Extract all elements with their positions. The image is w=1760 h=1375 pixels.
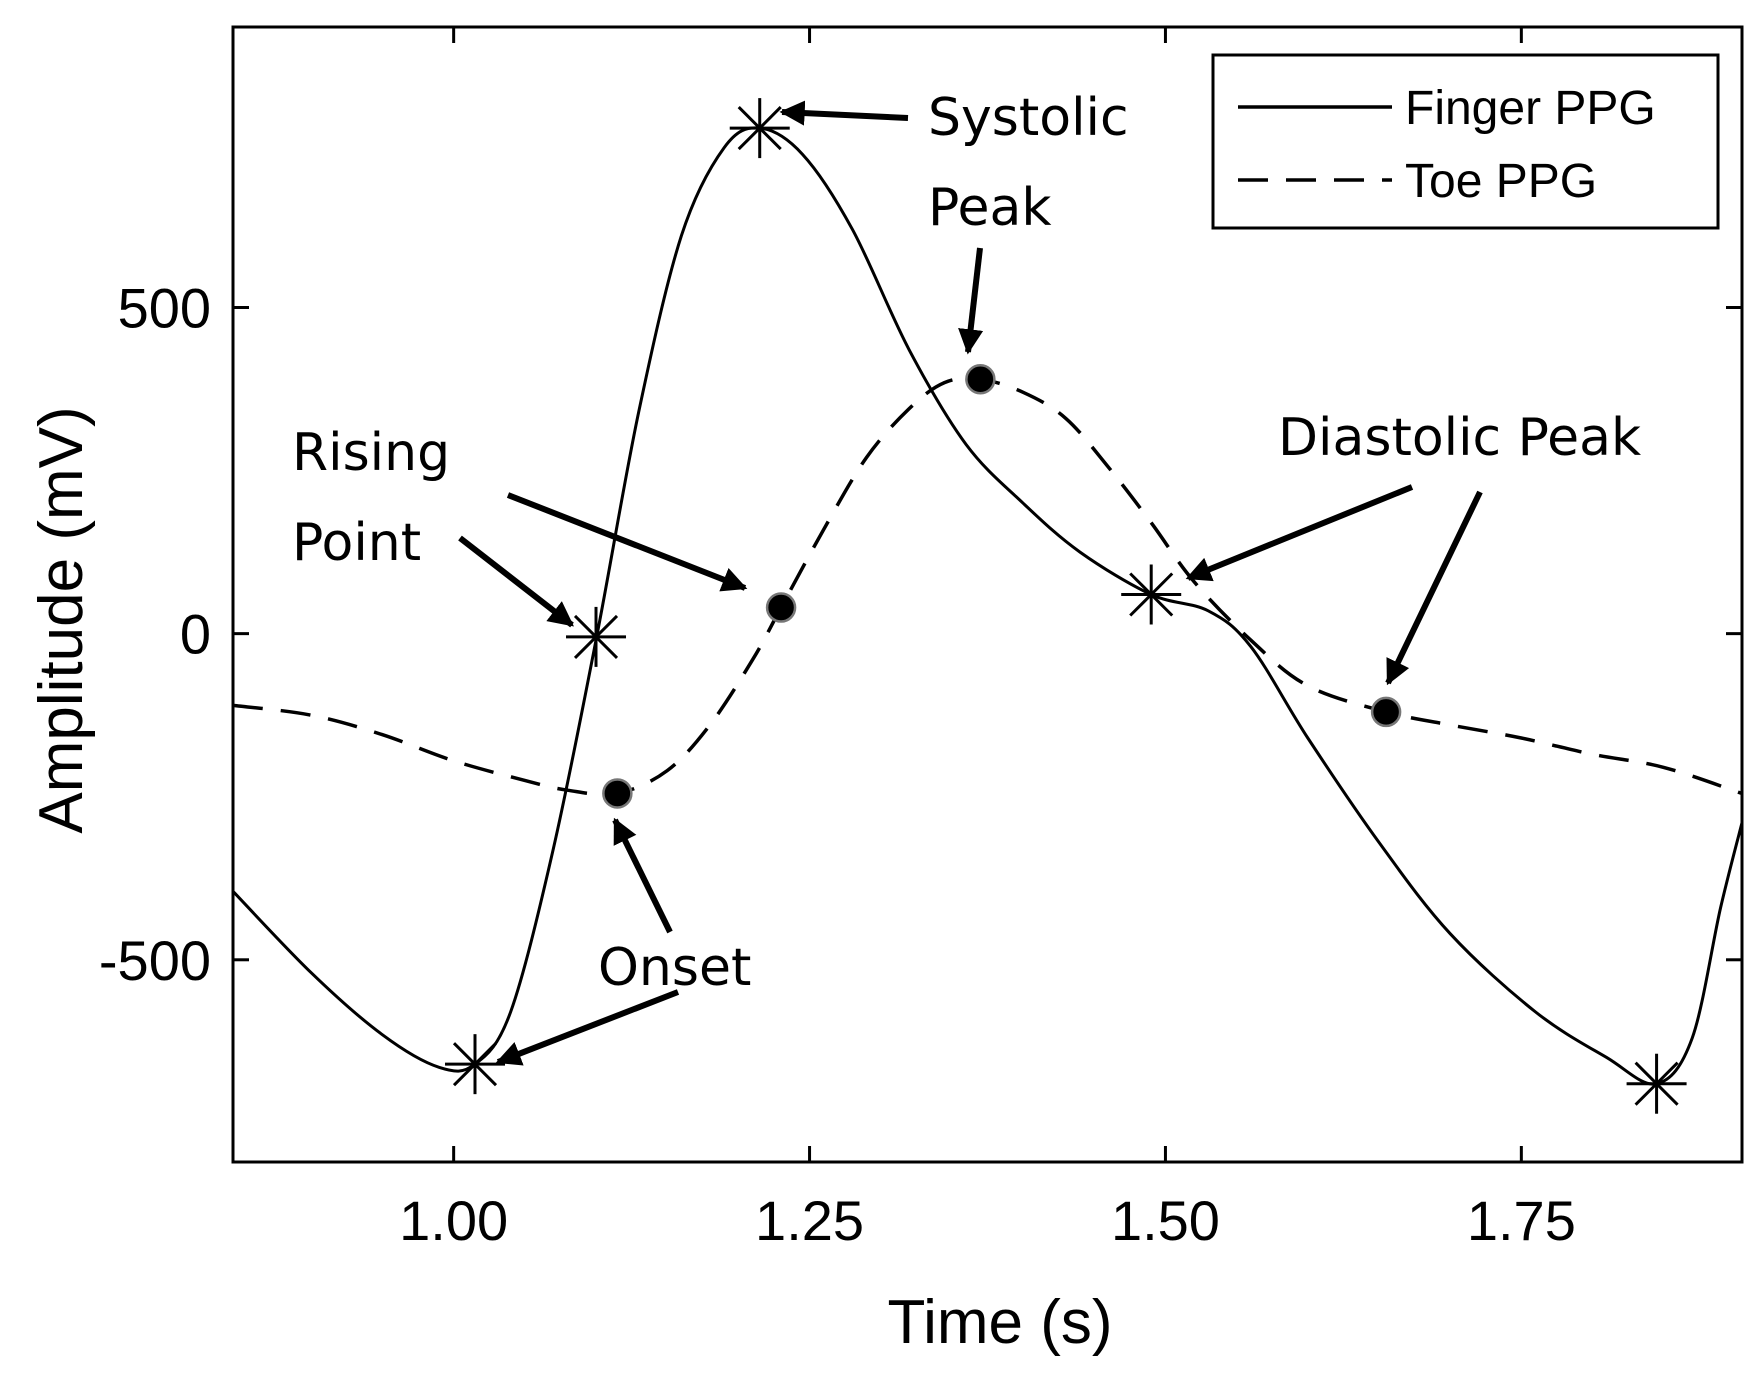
marker-asterisk-finger-ppg — [1626, 1053, 1687, 1114]
legend-label-finger-ppg: Finger PPG — [1405, 82, 1656, 135]
arrow-systolic-finger — [779, 100, 909, 126]
annotation-diastolic-peak-line1: Diastolic Peak — [1278, 408, 1641, 468]
legend-label-toe-ppg: Toe PPG — [1405, 155, 1597, 208]
marker-layer — [445, 98, 1687, 1114]
marker-stroke — [452, 1042, 498, 1087]
x-axis-title: Time (s) — [888, 1288, 1113, 1357]
annotation-systolic-peak: Systolic Peak — [779, 88, 1129, 355]
series-line-finger-ppg — [233, 126, 1742, 1086]
series-layer — [233, 126, 1742, 1086]
x-tick-label: 1.25 — [755, 1189, 864, 1252]
y-axis-ticks: 500 0 -500 — [99, 276, 1742, 992]
marker-asterisk-finger-ppg — [445, 1034, 506, 1095]
x-tick-label: 1.50 — [1111, 1189, 1220, 1252]
marker-asterisk-finger-ppg — [1121, 564, 1182, 625]
arrow-diastolic-finger — [1185, 484, 1414, 582]
annotation-rising-point-line2: Point — [292, 513, 421, 573]
annotation-rising-point: Rising Point — [292, 423, 748, 628]
marker-stroke — [573, 614, 619, 659]
arrow-systolic-toe — [958, 247, 984, 355]
marker-dot-toe-ppg — [1370, 696, 1402, 728]
y-tick-label: 500 — [118, 276, 211, 339]
annotation-systolic-peak-line2: Peak — [928, 178, 1051, 238]
marker-dot-toe-ppg — [765, 592, 797, 623]
arrow-onset-toe — [612, 817, 673, 934]
annotation-onset: Onset — [495, 817, 751, 1066]
y-axis-title: Amplitude (mV) — [27, 406, 96, 833]
x-tick-label: 1.75 — [1467, 1189, 1576, 1252]
plot-area-frame — [231, 25, 1744, 1164]
legend: Finger PPG Toe PPG — [1211, 53, 1720, 230]
marker-stroke — [1129, 572, 1174, 617]
annotation-rising-point-line1: Rising — [292, 423, 450, 483]
arrow-rising-finger — [458, 535, 574, 628]
y-tick-label: -500 — [99, 929, 211, 992]
marker-stroke — [737, 106, 782, 151]
marker-dot-toe-ppg — [602, 778, 633, 809]
annotation-diastolic-peak: Diastolic Peak — [1185, 408, 1641, 686]
marker-asterisk-finger-ppg — [729, 98, 790, 159]
x-tick-label: 1.00 — [399, 1189, 508, 1252]
arrow-onset-finger — [495, 989, 680, 1066]
annotation-onset-line1: Onset — [598, 938, 751, 998]
x-axis-ticks: 1.00 1.25 1.50 1.75 — [399, 27, 1576, 1252]
series-line-toe-ppg — [233, 376, 1742, 797]
annotation-systolic-peak-line1: Systolic — [928, 88, 1129, 148]
legend-box — [1211, 53, 1720, 230]
y-tick-label: 0 — [180, 603, 211, 666]
arrow-rising-toe — [506, 492, 748, 592]
marker-asterisk-finger-ppg — [566, 606, 627, 667]
marker-dot-toe-ppg — [965, 363, 996, 395]
arrow-diastolic-toe — [1385, 490, 1483, 686]
marker-stroke — [1634, 1061, 1679, 1106]
